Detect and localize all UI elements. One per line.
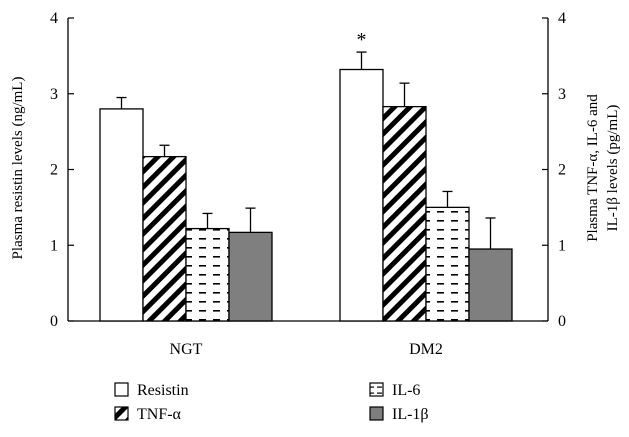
legend-label-il1-beta: IL-1β: [392, 406, 429, 423]
significance-asterisk: *: [357, 29, 367, 51]
bar-ngt-tnf-alpha: [142, 155, 187, 322]
y-left-tick-label: 1: [50, 237, 58, 254]
y-axis-right-title-line2: IL-1β levels (pg/mL): [605, 105, 621, 232]
x-category-label-ngt: NGT: [170, 341, 203, 358]
bar-ngt-il6: [185, 227, 230, 322]
y-right-tick-label: 3: [558, 86, 566, 103]
legend-swatch-il1-beta: [369, 406, 384, 421]
legend-label-il6: IL-6: [392, 382, 420, 399]
bar-dm2-il6: [425, 206, 470, 322]
bar-ngt-resistin: [99, 108, 144, 322]
y-right-tick-label: 0: [558, 313, 566, 330]
bar-ngt-il1-beta: [228, 231, 273, 322]
legend-swatch-resistin: [114, 382, 129, 397]
legend-swatch-il6: [369, 382, 384, 397]
legend-label-resistin: Resistin: [137, 382, 189, 399]
legend-label-tnf-alpha: TNF-α: [137, 406, 182, 423]
y-left-tick-label: 3: [50, 86, 58, 103]
y-left-tick-label: 4: [50, 10, 58, 27]
bar-dm2-resistin: [339, 68, 384, 322]
x-category-label-dm2: DM2: [409, 341, 443, 358]
y-right-tick-label: 4: [558, 10, 566, 27]
y-left-tick-label: 0: [50, 313, 58, 330]
y-left-tick-label: 2: [50, 162, 58, 179]
y-axis-right-title-line1: Plasma TNF-α, IL-6 and: [585, 94, 601, 242]
y-right-tick-label: 2: [558, 162, 566, 179]
y-axis-left-title: Plasma resistin levels (ng/mL): [10, 77, 26, 260]
bar-dm2-il1-beta: [468, 248, 513, 322]
legend: Resistin TNF-α IL-6 IL-1β: [114, 382, 429, 423]
y-right-tick-label: 1: [558, 237, 566, 254]
bar-dm2-tnf-alpha: [382, 105, 427, 322]
legend-swatch-tnf-alpha: [114, 406, 129, 421]
